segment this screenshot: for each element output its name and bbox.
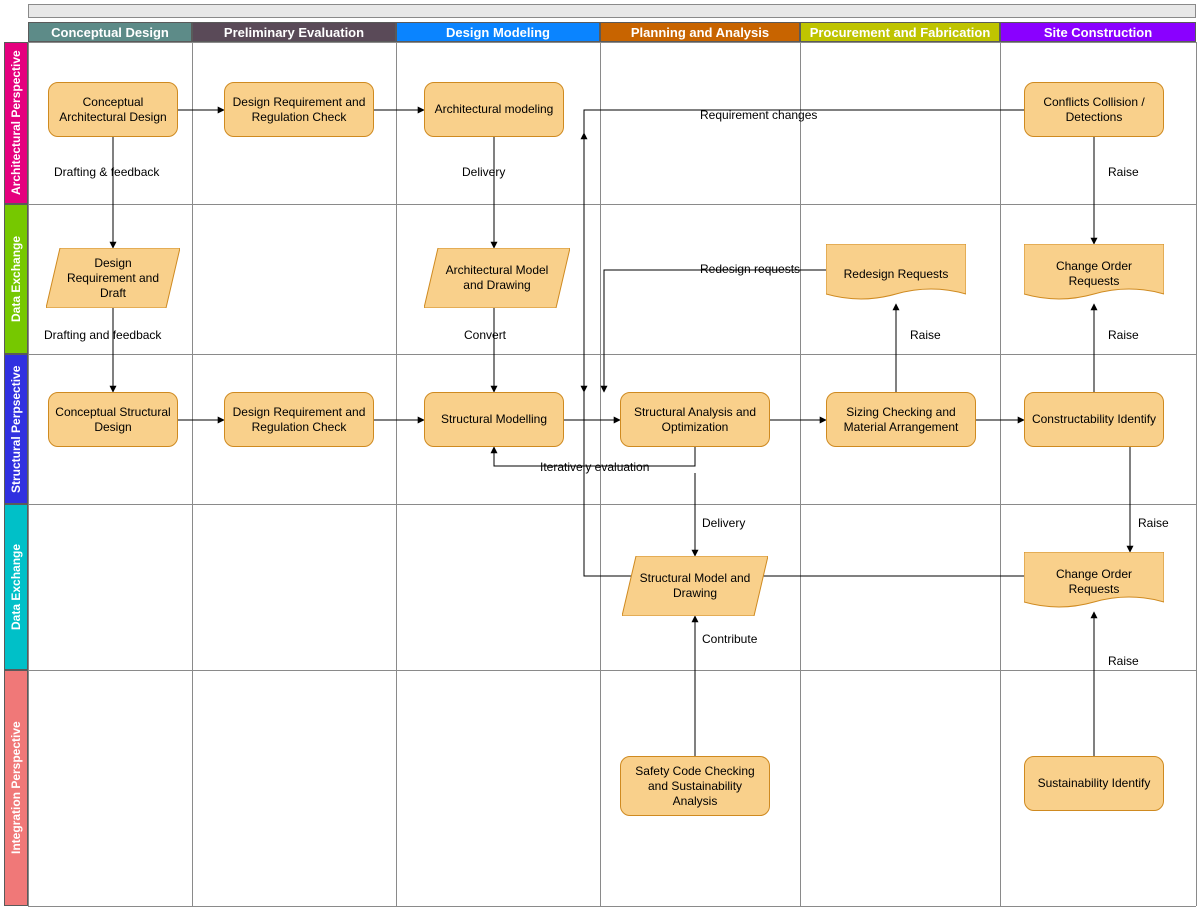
grid-hline (28, 670, 1196, 671)
node-n_ca: Conceptual Architectural Design (48, 82, 178, 137)
grid-vline (1196, 42, 1197, 906)
edge-label: Raise (1108, 654, 1139, 668)
grid-vline (28, 42, 29, 906)
node-n_smd: Structural Model and Drawing (622, 556, 768, 616)
column-header: Preliminary Evaluation (192, 22, 396, 42)
grid-vline (800, 42, 801, 906)
pool-header (28, 4, 1196, 18)
grid-vline (1000, 42, 1001, 906)
node-n_cor1: Change Order Requests (1024, 244, 1164, 304)
grid-hline (28, 42, 1196, 43)
edge-label: Raise (1138, 516, 1169, 530)
node-n_cor2: Change Order Requests (1024, 552, 1164, 612)
edge-label: Requirement changes (700, 108, 817, 122)
node-n_si: Sustainability Identify (1024, 756, 1164, 811)
edge-label: Raise (910, 328, 941, 342)
column-header: Site Construction (1000, 22, 1196, 42)
grid-vline (192, 42, 193, 906)
swimlane-diagram: Conceptual DesignPreliminary EvaluationD… (0, 0, 1200, 920)
grid-hline (28, 906, 1196, 907)
edge-label: Contribute (702, 632, 757, 646)
node-n_amd: Architectural Model and Drawing (424, 248, 570, 308)
edge (604, 270, 826, 392)
node-n_cs: Conceptual Structural Design (48, 392, 178, 447)
row-header: Integration Perspective (4, 670, 28, 906)
column-header: Procurement and Fabrication (800, 22, 1000, 42)
column-header: Conceptual Design (28, 22, 192, 42)
edge-label: Iteratively evaluation (540, 460, 649, 474)
edge-label: Convert (464, 328, 506, 342)
node-n_rr: Redesign Requests (826, 244, 966, 304)
node-n_ci: Constructability Identify (1024, 392, 1164, 447)
grid-vline (396, 42, 397, 906)
node-n_cc: Conflicts Collision / Detections (1024, 82, 1164, 137)
node-n_scm: Sizing Checking and Material Arrangement (826, 392, 976, 447)
node-n_scc: Safety Code Checking and Sustainability … (620, 756, 770, 816)
node-n_prc2: Design Requirement and Regulation Check (224, 392, 374, 447)
node-n_am: Architectural modeling (424, 82, 564, 137)
edge-label: Redesign requests (700, 262, 800, 276)
grid-hline (28, 354, 1196, 355)
row-header: Data Exchange (4, 204, 28, 354)
column-header: Planning and Analysis (600, 22, 800, 42)
row-header: Architectural Perspective (4, 42, 28, 204)
edge-label: Drafting & feedback (54, 165, 159, 179)
row-header: Data Exchange (4, 504, 28, 670)
edge-label: Drafting and feedback (44, 328, 161, 342)
edge-label: Raise (1108, 328, 1139, 342)
edge-label: Raise (1108, 165, 1139, 179)
grid-vline (600, 42, 601, 906)
grid-hline (28, 204, 1196, 205)
edge-label: Delivery (462, 165, 505, 179)
node-n_sm: Structural Modelling (424, 392, 564, 447)
node-n_sao: Structural Analysis and Optimization (620, 392, 770, 447)
column-header: Design Modeling (396, 22, 600, 42)
edge-label: Delivery (702, 516, 745, 530)
row-header: Structural Perpsective (4, 354, 28, 504)
grid-hline (28, 504, 1196, 505)
node-n_dr: Design Requirement and Draft (46, 248, 180, 308)
node-n_prc1: Design Requirement and Regulation Check (224, 82, 374, 137)
